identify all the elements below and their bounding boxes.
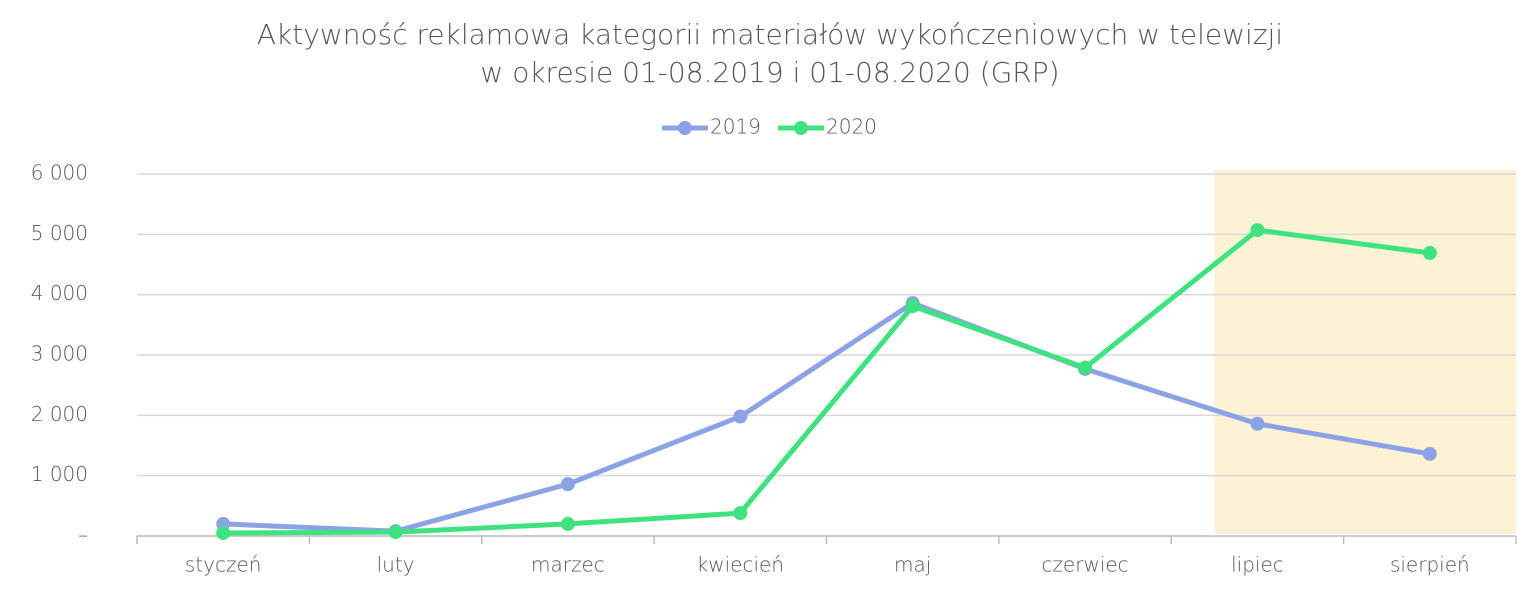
y-tick-label: 3 000 xyxy=(31,342,88,366)
legend-marker xyxy=(794,121,808,135)
point xyxy=(905,299,920,314)
chart-title: w okresie 01-08.2019 i 01-08.2020 (GRP) xyxy=(480,56,1059,89)
point xyxy=(1250,416,1265,431)
y-tick-label: 1 000 xyxy=(31,462,88,486)
chart-title: Aktywność reklamowa kategorii materiałów… xyxy=(257,18,1283,51)
y-tick-label: – xyxy=(78,523,88,547)
point xyxy=(733,506,748,521)
line xyxy=(223,227,1431,536)
point xyxy=(560,516,575,531)
point xyxy=(1078,360,1093,375)
x-tick-label: sierpień xyxy=(1390,553,1470,577)
x-tick-label: czerwiec xyxy=(1041,553,1128,577)
y-tick-label: 2 000 xyxy=(31,402,88,426)
legend-marker xyxy=(678,121,692,135)
point xyxy=(388,525,403,540)
x-tick-label: styczeń xyxy=(185,553,262,577)
line xyxy=(223,300,1431,534)
point xyxy=(1422,446,1437,461)
point xyxy=(560,477,575,492)
point xyxy=(216,525,231,540)
x-tick-label: lipiec xyxy=(1231,553,1284,577)
y-tick-label: 6 000 xyxy=(31,161,88,185)
legend-label: 2020 xyxy=(826,115,877,139)
point xyxy=(733,409,748,424)
x-tick-label: maj xyxy=(894,553,931,577)
point xyxy=(1422,246,1437,261)
legend-label: 2019 xyxy=(710,115,761,139)
x-tick-label: kwiecień xyxy=(697,553,784,577)
y-tick-label: 4 000 xyxy=(31,281,88,305)
y-tick-label: 5 000 xyxy=(31,221,88,245)
x-tick-label: marzec xyxy=(531,553,605,577)
point xyxy=(1250,223,1265,238)
x-tick-label: luty xyxy=(377,553,415,577)
